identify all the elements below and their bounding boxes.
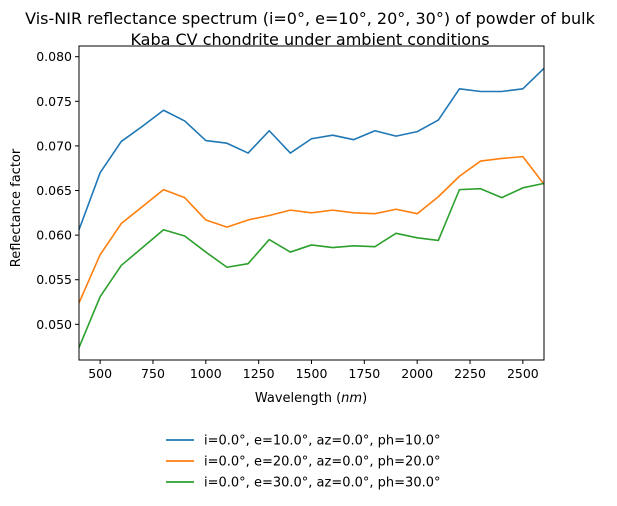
x-axis-label: Wavelength (nm) — [255, 391, 367, 406]
series-line-2 — [78, 155, 545, 304]
x-tick-label: 750 — [141, 366, 165, 381]
x-axis-label-unit: nm — [341, 391, 362, 406]
y-tick-label: 0.060 — [36, 228, 72, 243]
x-tick-label: 2250 — [454, 366, 486, 381]
x-tick-label: 500 — [88, 366, 112, 381]
x-axis-label-close: ) — [362, 391, 367, 406]
y-tick-label: 0.080 — [36, 49, 72, 64]
chart-title-line-2: Kaba CV chondrite under ambient conditio… — [130, 30, 489, 49]
series-lines — [78, 67, 545, 348]
plot-frame — [78, 45, 545, 361]
y-axis-label: Reflectance factor — [9, 148, 24, 267]
y-tick-label: 0.070 — [36, 138, 72, 153]
x-axis-label-text: Wavelength ( — [255, 391, 341, 406]
series-line-1 — [78, 67, 545, 231]
x-tick-label: 1000 — [190, 366, 222, 381]
x-axis-ticks: 500 750 1000 1250 1500 1750 2000 2250 2500 — [88, 360, 539, 381]
legend: i=0.0°, e=10.0°, az=0.0°, ph=10.0° i=0.0°… — [166, 434, 441, 491]
x-tick-label: 1250 — [243, 366, 275, 381]
y-tick-label: 0.055 — [36, 272, 72, 287]
x-tick-label: 2500 — [507, 366, 539, 381]
y-tick-label: 0.050 — [36, 317, 72, 332]
legend-label-2: i=0.0°, e=20.0°, az=0.0°, ph=20.0° — [204, 455, 441, 470]
x-tick-label: 1750 — [348, 366, 380, 381]
y-axis-ticks: 0.050 0.055 0.060 0.065 0.070 0.075 0.080 — [36, 49, 79, 332]
legend-label-1: i=0.0°, e=10.0°, az=0.0°, ph=10.0° — [204, 434, 441, 449]
y-tick-label: 0.065 — [36, 183, 72, 198]
series-line-3 — [78, 182, 545, 348]
x-tick-label: 1500 — [296, 366, 328, 381]
legend-label-3: i=0.0°, e=30.0°, az=0.0°, ph=30.0° — [204, 476, 441, 491]
chart-title-line-1: Vis-NIR reflectance spectrum (i=0°, e=10… — [25, 9, 595, 28]
x-tick-label: 2000 — [401, 366, 433, 381]
y-tick-label: 0.075 — [36, 94, 72, 109]
